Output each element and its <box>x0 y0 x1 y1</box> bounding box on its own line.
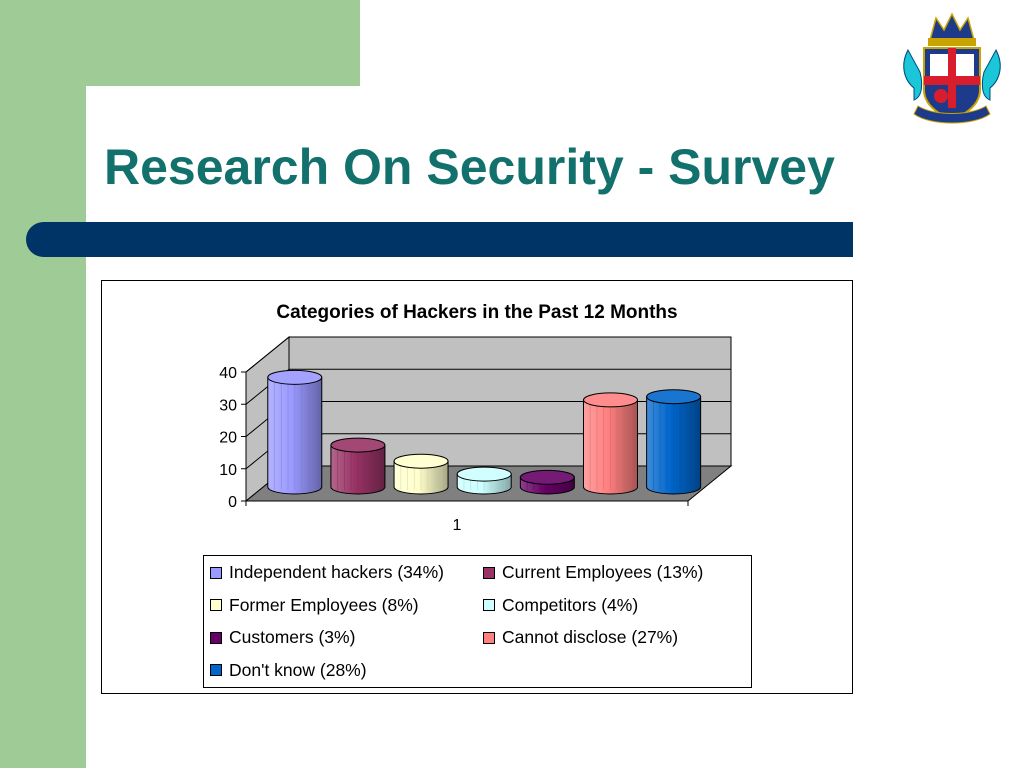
bar-top <box>519 469 575 485</box>
chart-legend: Independent hackers (34%) Current Employe… <box>203 555 752 688</box>
y-tick-label: 0 <box>228 494 237 511</box>
chart-title: Categories of Hackers in the Past 12 Mon… <box>276 302 677 323</box>
bar-1 <box>330 437 386 495</box>
legend-item: Current Employees (13%) <box>483 562 703 583</box>
legend-swatch <box>483 631 495 644</box>
title-rule <box>26 222 853 257</box>
left-accent-strip <box>0 0 86 768</box>
bar-top <box>330 437 386 453</box>
legend-label: Don't know (28%) <box>229 659 367 680</box>
legend-swatch <box>210 599 222 611</box>
bar-5 <box>582 392 638 495</box>
gridline-side <box>245 336 290 373</box>
legend-item: Cannot disclose (27%) <box>483 627 678 648</box>
top-accent-block <box>0 0 360 86</box>
y-tick-label: 40 <box>219 365 237 382</box>
legend-item: Don't know (28%) <box>210 660 367 681</box>
bar-top <box>456 466 512 482</box>
legend-item: Customers (3%) <box>210 627 355 648</box>
legend-label: Independent hackers (34%) <box>229 562 444 582</box>
legend-label: Former Employees (8%) <box>229 594 419 615</box>
legend-label: Customers (3%) <box>229 627 356 647</box>
bar-6 <box>646 389 702 495</box>
bar-0 <box>267 369 323 495</box>
legend-swatch <box>210 566 222 579</box>
bar-top <box>582 392 638 408</box>
legend-item: Competitors (4%) <box>483 595 638 616</box>
legend-swatch <box>483 566 495 579</box>
legend-item: Former Employees (8%) <box>210 595 419 616</box>
slide-title: Research On Security - Survey <box>104 139 835 195</box>
y-tick-label: 20 <box>219 430 237 447</box>
legend-label: Competitors (4%) <box>502 594 639 615</box>
bar-2 <box>393 453 449 495</box>
legend-label: Current Employees (13%) <box>502 562 704 582</box>
legend-label: Cannot disclose (27%) <box>502 627 679 647</box>
bar-top <box>393 453 449 469</box>
y-tick-label: 30 <box>219 397 237 414</box>
legend-swatch <box>483 599 495 611</box>
bar-4 <box>519 469 575 495</box>
university-crest-icon <box>903 12 1001 124</box>
bar-3 <box>456 466 512 495</box>
y-tick-label: 10 <box>219 462 237 479</box>
legend-swatch <box>210 664 222 676</box>
bar-top <box>646 389 702 405</box>
x-tick-label: 1 <box>453 517 462 534</box>
bar-top <box>267 369 323 385</box>
legend-item: Independent hackers (34%) <box>210 562 444 583</box>
legend-swatch <box>210 631 222 644</box>
